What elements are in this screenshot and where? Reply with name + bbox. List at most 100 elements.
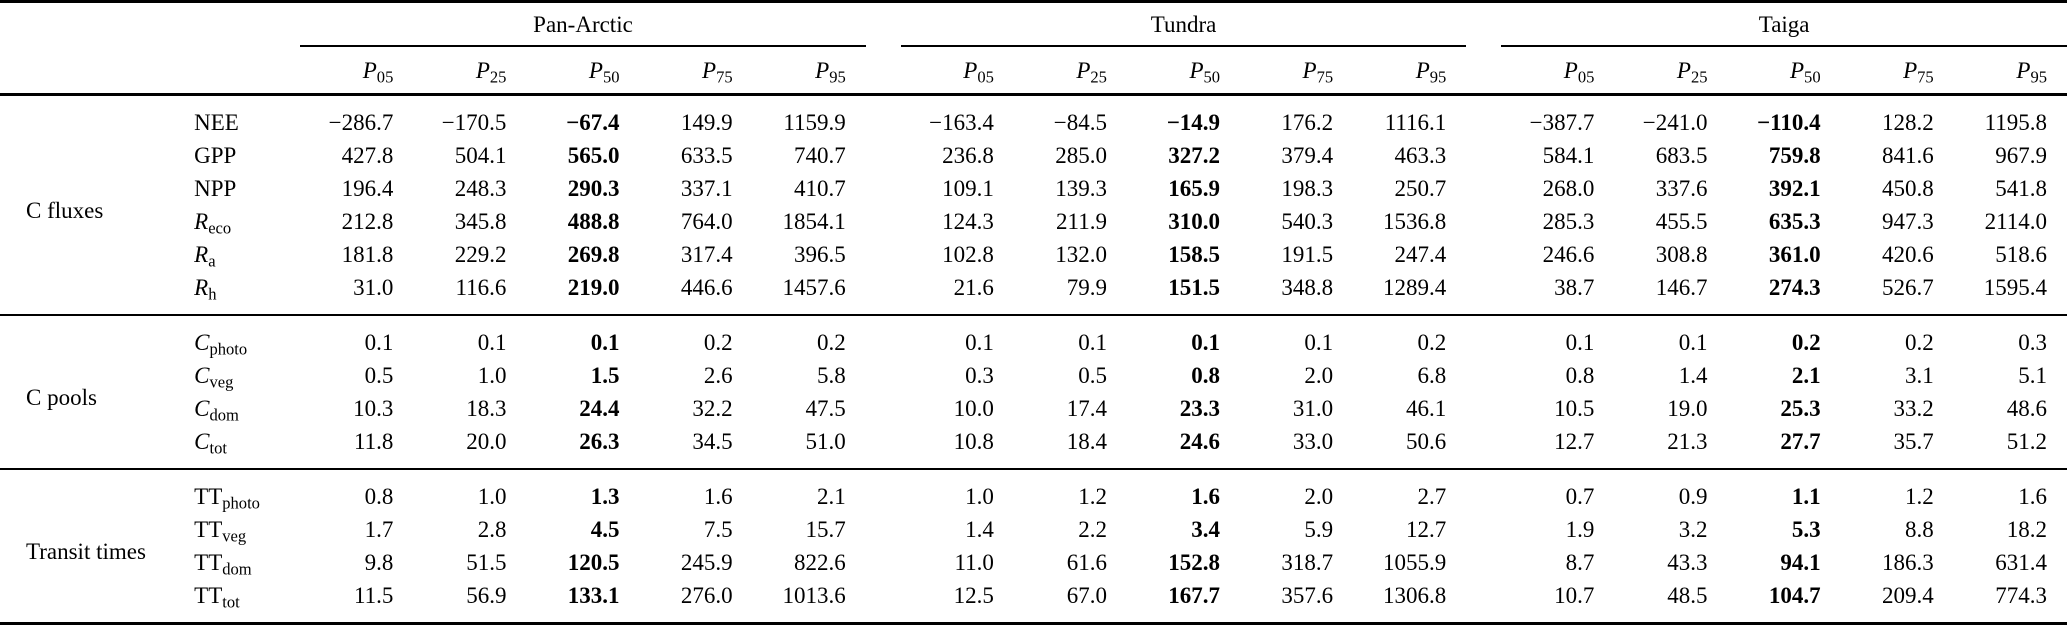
table-row-reco: Reco 212.8 345.8 488.8 764.0 1854.1 124.3 211.9… xyxy=(0,205,2067,238)
percentile-header-p50: P50 xyxy=(588,58,620,87)
group-header-row: Pan-Arctic Tundra Taiga xyxy=(0,1,2067,47)
value-cell: 7.5 xyxy=(703,517,733,542)
value-cell: 132.0 xyxy=(1055,242,1107,267)
value-cell: 540.3 xyxy=(1281,209,1334,234)
value-cell: 0.8 xyxy=(1565,363,1595,388)
value-cell: 1.4 xyxy=(965,517,994,542)
table-row-npp: NPP 196.4 248.3 290.3 337.1 410.7 109.1 139.3 16… xyxy=(0,172,2067,205)
column-gap xyxy=(866,579,901,624)
value-cell: 61.6 xyxy=(1066,550,1107,575)
value-cell: 337.6 xyxy=(1655,176,1708,201)
value-cell: 348.8 xyxy=(1281,275,1334,300)
value-cell: −241.0 xyxy=(1642,110,1708,135)
percentile-header-p25: P25 xyxy=(475,58,507,87)
percentile-header-p75: P75 xyxy=(1903,58,1934,87)
column-gap xyxy=(866,95,901,140)
value-cell: 9.8 xyxy=(364,550,394,575)
value-cell: 10.5 xyxy=(1554,396,1595,421)
value-cell: 420.6 xyxy=(1881,242,1934,267)
value-cell: 357.6 xyxy=(1281,583,1334,608)
section-transit-times: Transit times TTphoto 0.8 1.0 1.3 1.6 2.1 1.0 1.… xyxy=(0,469,2067,624)
value-cell: 276.0 xyxy=(680,583,733,608)
value-cell: 1854.1 xyxy=(782,209,846,234)
value-cell: 463.3 xyxy=(1394,143,1447,168)
value-cell: 33.0 xyxy=(1292,429,1334,454)
value-cell: 488.8 xyxy=(567,209,620,234)
variable-label: TTdom xyxy=(194,550,252,579)
value-cell: 38.7 xyxy=(1554,275,1595,300)
value-cell: 33.2 xyxy=(1893,396,1934,421)
value-cell: 446.6 xyxy=(680,275,733,300)
section-label: C pools xyxy=(26,384,97,410)
value-cell: −110.4 xyxy=(1757,110,1821,135)
column-gap xyxy=(866,546,901,579)
value-cell: 35.7 xyxy=(1893,429,1934,454)
column-gap xyxy=(866,205,901,238)
value-cell: −170.5 xyxy=(441,110,507,135)
table-row-cveg: Cveg 0.5 1.0 1.5 2.6 5.8 0.3 0.5 0.8 2.0 6.8 0.8 1.4… xyxy=(0,359,2067,392)
value-cell: 11.8 xyxy=(353,429,394,454)
value-cell: 3.4 xyxy=(1191,517,1221,542)
percentile-header-row: P05 P25 P50 P75 P95 P05 P25 P50 P75 P95 P05 P25 P50 P… xyxy=(0,46,2067,95)
column-gap xyxy=(1466,315,1501,359)
value-cell: 327.2 xyxy=(1168,143,1221,168)
value-cell: 158.5 xyxy=(1168,242,1221,267)
value-cell: 1.4 xyxy=(1678,363,1708,388)
group-label-pan-arctic: Pan-Arctic xyxy=(300,1,866,47)
value-cell: 191.5 xyxy=(1281,242,1334,267)
value-cell: 541.8 xyxy=(1995,176,2047,201)
table-row-ctot: Ctot 11.8 20.0 26.3 34.5 51.0 10.8 18.4 24.6 33.0… xyxy=(0,425,2067,469)
value-cell: 318.7 xyxy=(1281,550,1334,575)
value-cell: −84.5 xyxy=(1053,110,1107,135)
value-cell: 290.3 xyxy=(567,176,620,201)
section-c-fluxes: C fluxes NEE −286.7 −170.5 −67.4 149.9 1159.9 −… xyxy=(0,95,2067,316)
value-cell: 79.9 xyxy=(1066,275,1107,300)
value-cell: 317.4 xyxy=(680,242,733,267)
value-cell: 196.4 xyxy=(341,176,394,201)
value-cell: 48.6 xyxy=(2006,396,2047,421)
variable-label: Cdom xyxy=(194,396,239,425)
value-cell: 0.2 xyxy=(1904,330,1934,355)
value-cell: −67.4 xyxy=(566,110,620,135)
percentile-header-p50: P50 xyxy=(1189,58,1221,87)
value-cell: 310.0 xyxy=(1168,209,1221,234)
value-cell: 50.6 xyxy=(1406,429,1447,454)
percentile-header-p95: P95 xyxy=(1415,58,1447,87)
value-cell: 0.2 xyxy=(703,330,733,355)
value-cell: 1.2 xyxy=(1078,484,1107,509)
column-gap xyxy=(1466,579,1501,624)
column-gap xyxy=(866,238,901,271)
value-cell: 19.0 xyxy=(1667,396,1708,421)
value-cell: 109.1 xyxy=(942,176,994,201)
value-cell: 152.8 xyxy=(1168,550,1221,575)
value-cell: 427.8 xyxy=(341,143,394,168)
value-cell: 337.1 xyxy=(680,176,733,201)
value-cell: 0.2 xyxy=(1417,330,1447,355)
value-cell: 0.1 xyxy=(1304,330,1334,355)
value-cell: 24.6 xyxy=(1179,429,1221,454)
column-gap xyxy=(1466,359,1501,392)
value-cell: 116.6 xyxy=(455,275,507,300)
value-cell: 48.5 xyxy=(1667,583,1708,608)
value-cell: 269.8 xyxy=(567,242,620,267)
value-cell: 0.8 xyxy=(364,484,394,509)
table-row-cdom: Cdom 10.3 18.3 24.4 32.2 47.5 10.0 17.4 23.3 31.0… xyxy=(0,392,2067,425)
column-gap xyxy=(1466,95,1501,140)
value-cell: 31.0 xyxy=(1292,396,1334,421)
value-cell: 209.4 xyxy=(1881,583,1934,608)
variable-label: NEE xyxy=(194,110,239,135)
value-cell: 198.3 xyxy=(1281,176,1334,201)
group-label-taiga: Taiga xyxy=(1501,1,2067,47)
value-cell: 51.0 xyxy=(805,429,846,454)
percentile-header-p50: P50 xyxy=(1789,58,1821,87)
value-cell: 12.7 xyxy=(1406,517,1447,542)
value-cell: 133.1 xyxy=(567,583,620,608)
value-cell: 10.8 xyxy=(953,429,994,454)
value-cell: 211.9 xyxy=(1056,209,1107,234)
value-cell: 8.7 xyxy=(1565,550,1595,575)
value-cell: 3.2 xyxy=(1678,517,1708,542)
value-cell: 308.8 xyxy=(1655,242,1708,267)
column-gap xyxy=(1466,46,1501,95)
variable-label: Ctot xyxy=(194,429,227,458)
